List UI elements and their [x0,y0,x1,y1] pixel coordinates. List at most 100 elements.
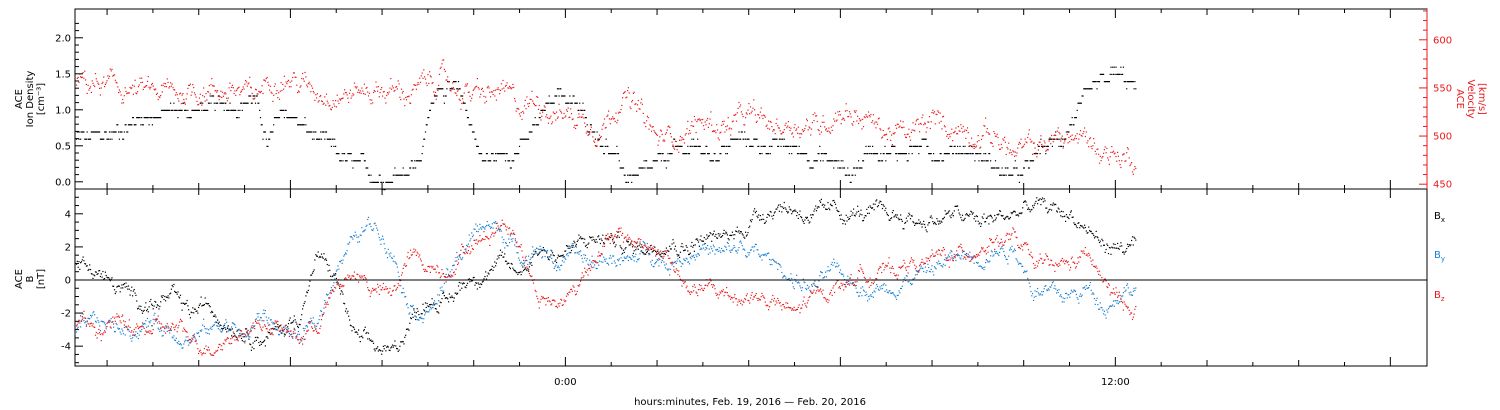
velocity-point [768,128,771,130]
by-point [371,229,373,231]
by-point [514,240,516,242]
velocity-point [189,83,191,85]
velocity-point [412,88,414,90]
velocity-point [742,116,744,118]
density-point [250,102,252,104]
by-point [896,294,898,297]
density-point [134,124,136,126]
density-point [185,109,187,111]
bx-point [710,233,712,235]
density-point [406,174,408,176]
density-point [308,131,310,133]
density-point [805,153,807,155]
density-point [375,181,377,183]
velocity-point [1018,143,1020,145]
bx-point [532,256,534,258]
density-point [480,153,482,155]
density-point [1015,167,1017,169]
bx-point [1130,244,1132,246]
velocity-point [658,140,660,142]
velocity-point [378,96,380,98]
by-point [210,326,212,328]
bx-point [523,268,526,270]
by-point [755,243,757,246]
density-point [487,160,489,162]
bx-point [668,250,670,252]
density-point [91,131,93,133]
by-point [839,269,841,271]
velocity-point [704,121,706,123]
density-point [158,117,160,119]
velocity-point [701,122,703,124]
velocity-point [159,96,161,99]
velocity-point [180,103,182,105]
density-point [867,153,869,155]
density-point [245,102,248,104]
bx-point [818,206,820,208]
density-point [245,102,247,104]
velocity-point [771,126,773,128]
velocity-point [437,89,439,92]
bx-point [512,267,514,269]
velocity-point [872,120,874,122]
bx-point [488,273,490,275]
density-point [123,131,125,133]
density-point [778,138,780,140]
velocity-point [810,128,813,130]
density-point [860,167,862,169]
bx-point [329,269,331,271]
velocity-point [542,109,544,111]
density-point [829,160,832,162]
bx-point [493,266,495,268]
by-point [160,327,162,329]
bx-point [365,332,367,334]
velocity-point [111,68,113,70]
by-point [104,324,106,326]
by-point [457,258,460,260]
density-point [141,117,143,119]
velocity-point [1092,145,1094,147]
bx-point [944,210,946,212]
bx-point [761,218,763,220]
by-point [494,222,496,224]
velocity-point [267,81,269,83]
bx-point [1079,227,1081,229]
density-point [254,102,257,104]
density-point [1117,73,1119,75]
velocity-point [856,120,858,122]
bx-point [853,208,855,210]
velocity-point [445,79,447,81]
velocity-point [588,134,590,136]
by-point [212,325,214,328]
density-point [773,138,775,140]
density-point [661,153,663,155]
velocity-point [160,95,162,97]
density-point [82,131,84,133]
bx-point [929,216,931,218]
bx-point [323,253,325,255]
velocity-point [792,136,794,138]
bx-point [480,283,482,285]
velocity-point [584,126,587,128]
velocity-point [535,105,537,107]
bx-point [238,335,240,337]
density-point [297,124,299,126]
by-point [561,260,563,262]
bx-point [256,336,258,338]
bx-point [1071,216,1073,218]
by-point [1014,249,1016,252]
velocity-point [316,93,318,95]
velocity-point [623,91,625,94]
bx-point [340,290,342,292]
by-point [491,223,493,225]
by-point [730,249,733,251]
by-point [323,307,325,309]
by-point [699,249,701,251]
bx-point [988,223,990,225]
bx-point [909,218,912,220]
density-point [170,109,172,111]
by-point [215,321,217,323]
by-point [281,329,283,331]
by-point [758,253,760,255]
by-point [768,258,771,261]
